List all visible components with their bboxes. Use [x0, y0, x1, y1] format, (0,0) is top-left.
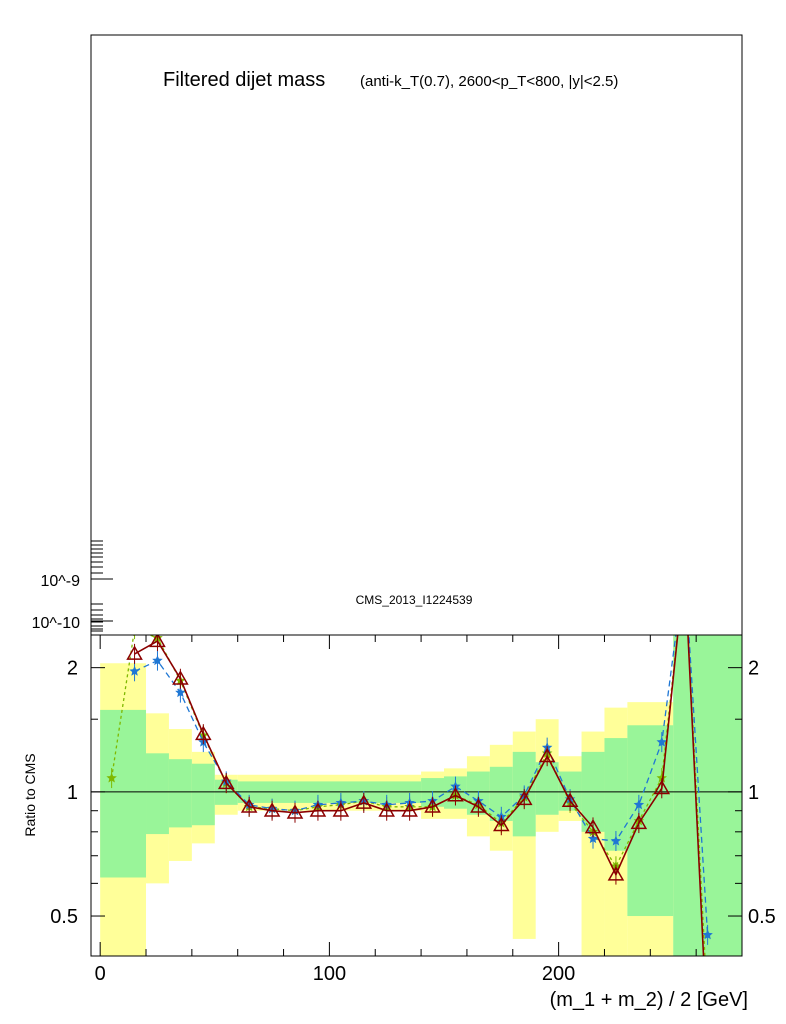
- x-tick-label: 200: [542, 963, 575, 985]
- data-point: [610, 835, 622, 846]
- ratio-panel-frame: [90, 634, 743, 957]
- data-point: [702, 929, 713, 940]
- data-point: [355, 794, 373, 809]
- ratio-series: [106, 560, 713, 956]
- data-point: [538, 747, 556, 763]
- y-tick-label-right: 0.5: [748, 906, 776, 928]
- y-tick-label: 0.5: [50, 906, 78, 928]
- data-point: [656, 736, 667, 747]
- data-point: [607, 866, 625, 881]
- y-tick-label: 2: [67, 658, 78, 680]
- inner-band-bin: [100, 709, 147, 878]
- data-point: [195, 725, 212, 741]
- data-point: [680, 562, 690, 572]
- data-point: [633, 799, 645, 810]
- y-axis-label: Ratio to CMS: [22, 753, 38, 836]
- inner-band-bin: [604, 738, 628, 851]
- ratio-axes: 0 100 200 0.5 0.5 1 1 2 2: [50, 635, 776, 985]
- data-point: [470, 798, 487, 813]
- data-point: [680, 562, 690, 572]
- series-line: [134, 635, 709, 935]
- chart-subtitle: (anti-k_T(0.7), 2600<p_T<800, |y|<2.5): [360, 73, 618, 90]
- data-point: [129, 624, 140, 634]
- chart-title: Filtered dijet mass: [163, 69, 325, 91]
- inner-band-bin: [627, 725, 674, 917]
- y-tick-label-right: 2: [748, 658, 759, 680]
- main-panel-frame: [90, 34, 743, 636]
- data-point: [309, 802, 327, 817]
- data-point: [129, 665, 140, 676]
- inner-band-bin: [489, 766, 513, 821]
- inner-band-bin: [191, 763, 215, 826]
- inner-band-bin: [146, 753, 169, 835]
- data-point: [653, 779, 671, 795]
- inner-band-bin: [168, 759, 192, 828]
- x-tick-label: 100: [313, 963, 346, 985]
- data-point: [584, 818, 602, 834]
- data-point: [152, 655, 163, 666]
- data-point: [493, 816, 510, 832]
- main-y-tick-label-1e-10: 10^-10: [32, 615, 81, 632]
- data-point: [172, 670, 189, 685]
- data-point: [217, 774, 235, 790]
- x-tick-label: 0: [95, 963, 106, 985]
- data-point: [630, 814, 648, 830]
- data-point: [561, 792, 579, 808]
- y-tick-label: 1: [67, 782, 78, 804]
- inner-band-bin: [535, 762, 559, 815]
- data-point: [126, 645, 143, 660]
- data-point: [332, 802, 350, 817]
- data-point: [240, 798, 258, 813]
- data-point: [587, 833, 599, 844]
- x-axis-label: (m_1 + m_2) / 2 [GeV]: [550, 989, 748, 1011]
- data-point: [515, 790, 533, 806]
- data-point: [175, 687, 186, 698]
- y-tick-label-right: 1: [748, 782, 759, 804]
- inner-band-bin: [673, 635, 742, 956]
- data-point: [106, 772, 117, 783]
- watermark-label: CMS_2013_I1224539: [356, 593, 473, 607]
- data-point: [263, 802, 281, 817]
- data-point: [656, 772, 667, 783]
- data-point: [678, 560, 692, 572]
- series-line: [134, 635, 705, 956]
- main-y-axis-ticks: [91, 540, 113, 632]
- data-point: [424, 798, 441, 813]
- data-point: [401, 802, 418, 817]
- uncertainty-bands: [100, 635, 742, 956]
- data-point: [286, 804, 304, 819]
- data-point: [378, 802, 395, 817]
- main-y-tick-label-1e-9: 10^-9: [40, 573, 80, 590]
- data-point: [149, 635, 166, 648]
- data-point: [447, 786, 464, 802]
